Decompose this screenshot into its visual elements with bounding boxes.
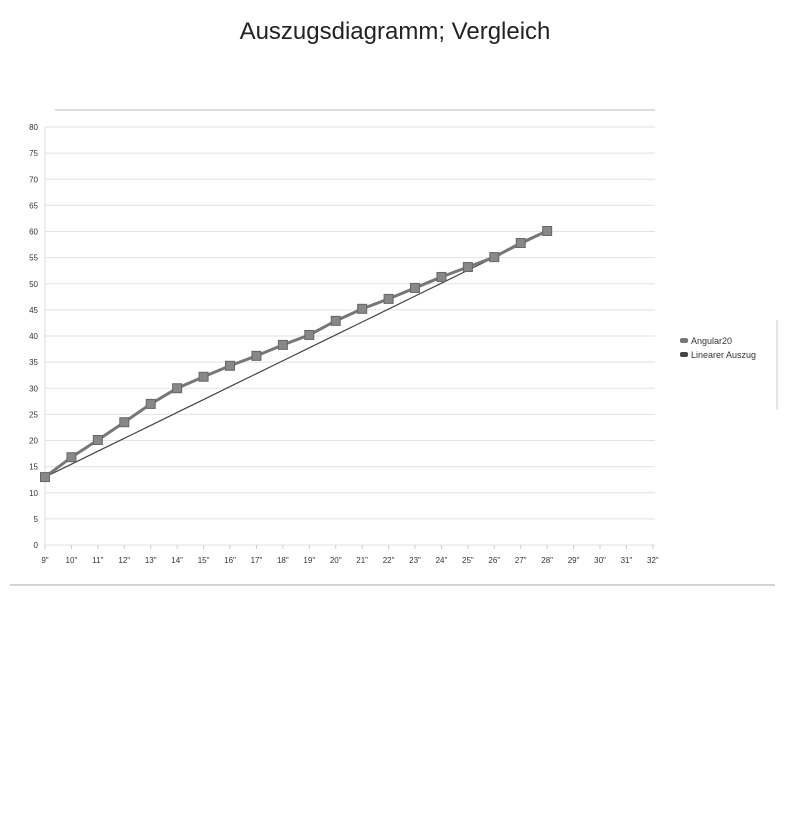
x-tick-label: 13" <box>145 556 157 565</box>
y-tick-label: 5 <box>34 515 39 524</box>
data-point <box>172 383 183 394</box>
data-point <box>357 303 368 314</box>
data-point <box>383 293 394 304</box>
y-tick-label: 60 <box>29 228 38 237</box>
data-point <box>277 339 288 350</box>
data-point <box>542 225 553 236</box>
data-point <box>198 371 209 382</box>
x-tick-label: 28" <box>541 556 553 565</box>
legend-marker <box>680 338 688 343</box>
y-tick-label: 0 <box>34 541 39 550</box>
data-point <box>66 452 77 463</box>
y-tick-label: 35 <box>29 358 38 367</box>
y-tick-label: 55 <box>29 254 38 263</box>
data-point <box>304 329 315 340</box>
x-tick-label: 18" <box>277 556 289 565</box>
x-tick-label: 25" <box>462 556 474 565</box>
y-tick-label: 75 <box>29 149 38 158</box>
x-tick-label: 17" <box>251 556 263 565</box>
x-tick-label: 31" <box>621 556 633 565</box>
y-tick-label: 45 <box>29 306 38 315</box>
data-point <box>40 472 50 483</box>
y-tick-label: 65 <box>29 201 38 210</box>
x-tick-label: 23" <box>409 556 421 565</box>
data-point <box>489 252 500 263</box>
data-point <box>436 271 447 282</box>
x-tick-label: 9" <box>41 556 48 565</box>
x-tick-label: 32" <box>647 556 659 565</box>
data-point <box>330 315 341 326</box>
x-tick-label: 14" <box>171 556 183 565</box>
data-point <box>515 237 526 248</box>
data-point <box>119 417 130 428</box>
x-tick-label: 30" <box>594 556 606 565</box>
y-tick-label: 30 <box>29 384 38 393</box>
y-tick-label: 25 <box>29 410 38 419</box>
x-tick-label: 21" <box>356 556 368 565</box>
y-tick-label: 70 <box>29 175 38 184</box>
legend-label: Angular20 <box>691 336 732 346</box>
x-tick-label: 29" <box>568 556 580 565</box>
chart-title: Auszugsdiagramm; Vergleich <box>239 18 551 45</box>
y-tick-label: 80 <box>29 123 38 132</box>
y-tick-label: 10 <box>29 489 38 498</box>
data-point <box>410 282 421 293</box>
data-point <box>92 434 103 445</box>
data-point <box>225 360 236 371</box>
legend-label: Linearer Auszug <box>691 350 756 360</box>
legend-marker <box>680 352 688 357</box>
y-tick-label: 40 <box>29 332 38 341</box>
y-tick-label: 15 <box>29 463 38 472</box>
data-point <box>145 398 156 409</box>
data-point <box>462 262 473 273</box>
x-tick-label: 16" <box>224 556 236 565</box>
x-tick-label: 10" <box>66 556 78 565</box>
data-point <box>251 350 262 361</box>
series-line-linearer-auszug <box>44 230 548 478</box>
y-tick-label: 20 <box>29 437 38 446</box>
x-tick-label: 22" <box>383 556 395 565</box>
x-tick-label: 11" <box>92 556 103 565</box>
x-tick-label: 26" <box>488 556 500 565</box>
x-tick-label: 20" <box>330 556 342 565</box>
x-tick-label: 15" <box>198 556 210 565</box>
x-tick-label: 12" <box>118 556 130 565</box>
y-tick-label: 50 <box>29 280 38 289</box>
x-tick-label: 24" <box>436 556 448 565</box>
x-tick-label: 27" <box>515 556 527 565</box>
x-tick-label: 19" <box>303 556 315 565</box>
